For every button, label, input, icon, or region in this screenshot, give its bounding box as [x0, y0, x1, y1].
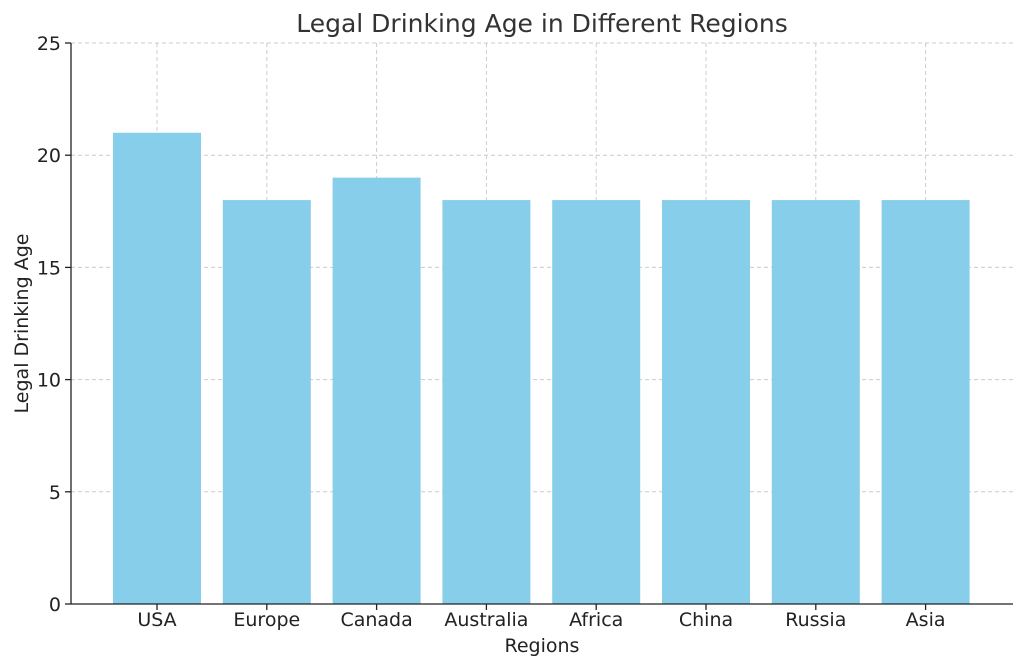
axes: [70, 43, 1013, 605]
bar-asia: [881, 200, 970, 604]
bar-africa: [552, 200, 641, 604]
bar-usa: [113, 132, 201, 604]
y-tick-label: 15: [37, 257, 61, 279]
x-tick-label: Asia: [906, 609, 946, 631]
bar-europe: [222, 200, 311, 604]
bar-china: [662, 200, 750, 604]
y-ticks: 0 5 10 15 20 25: [37, 33, 71, 616]
chart-title: Legal Drinking Age in Different Regions: [296, 9, 788, 38]
x-tick-label: Europe: [233, 609, 300, 631]
x-ticks: USA Europe Canada Australia Africa China Russi…: [137, 604, 946, 631]
x-tick-label: Russia: [785, 609, 846, 631]
grid: [71, 42, 1013, 605]
x-tick-label: Canada: [340, 609, 412, 631]
y-tick-label: 20: [37, 145, 61, 167]
y-tick-label: 0: [49, 594, 61, 616]
y-axis-label: Legal Drinking Age: [11, 234, 33, 414]
x-tick-label: USA: [137, 609, 176, 631]
bar-canada: [332, 177, 421, 604]
x-tick-label: China: [679, 609, 733, 631]
bar-russia: [771, 200, 860, 604]
x-tick-label: Africa: [569, 609, 623, 631]
x-tick-label: Australia: [444, 609, 528, 631]
bars: [113, 132, 970, 604]
x-axis-label: Regions: [505, 635, 580, 657]
y-tick-label: 5: [49, 482, 61, 504]
y-tick-label: 25: [37, 33, 61, 55]
bar-australia: [442, 200, 531, 604]
y-tick-label: 10: [37, 370, 61, 392]
